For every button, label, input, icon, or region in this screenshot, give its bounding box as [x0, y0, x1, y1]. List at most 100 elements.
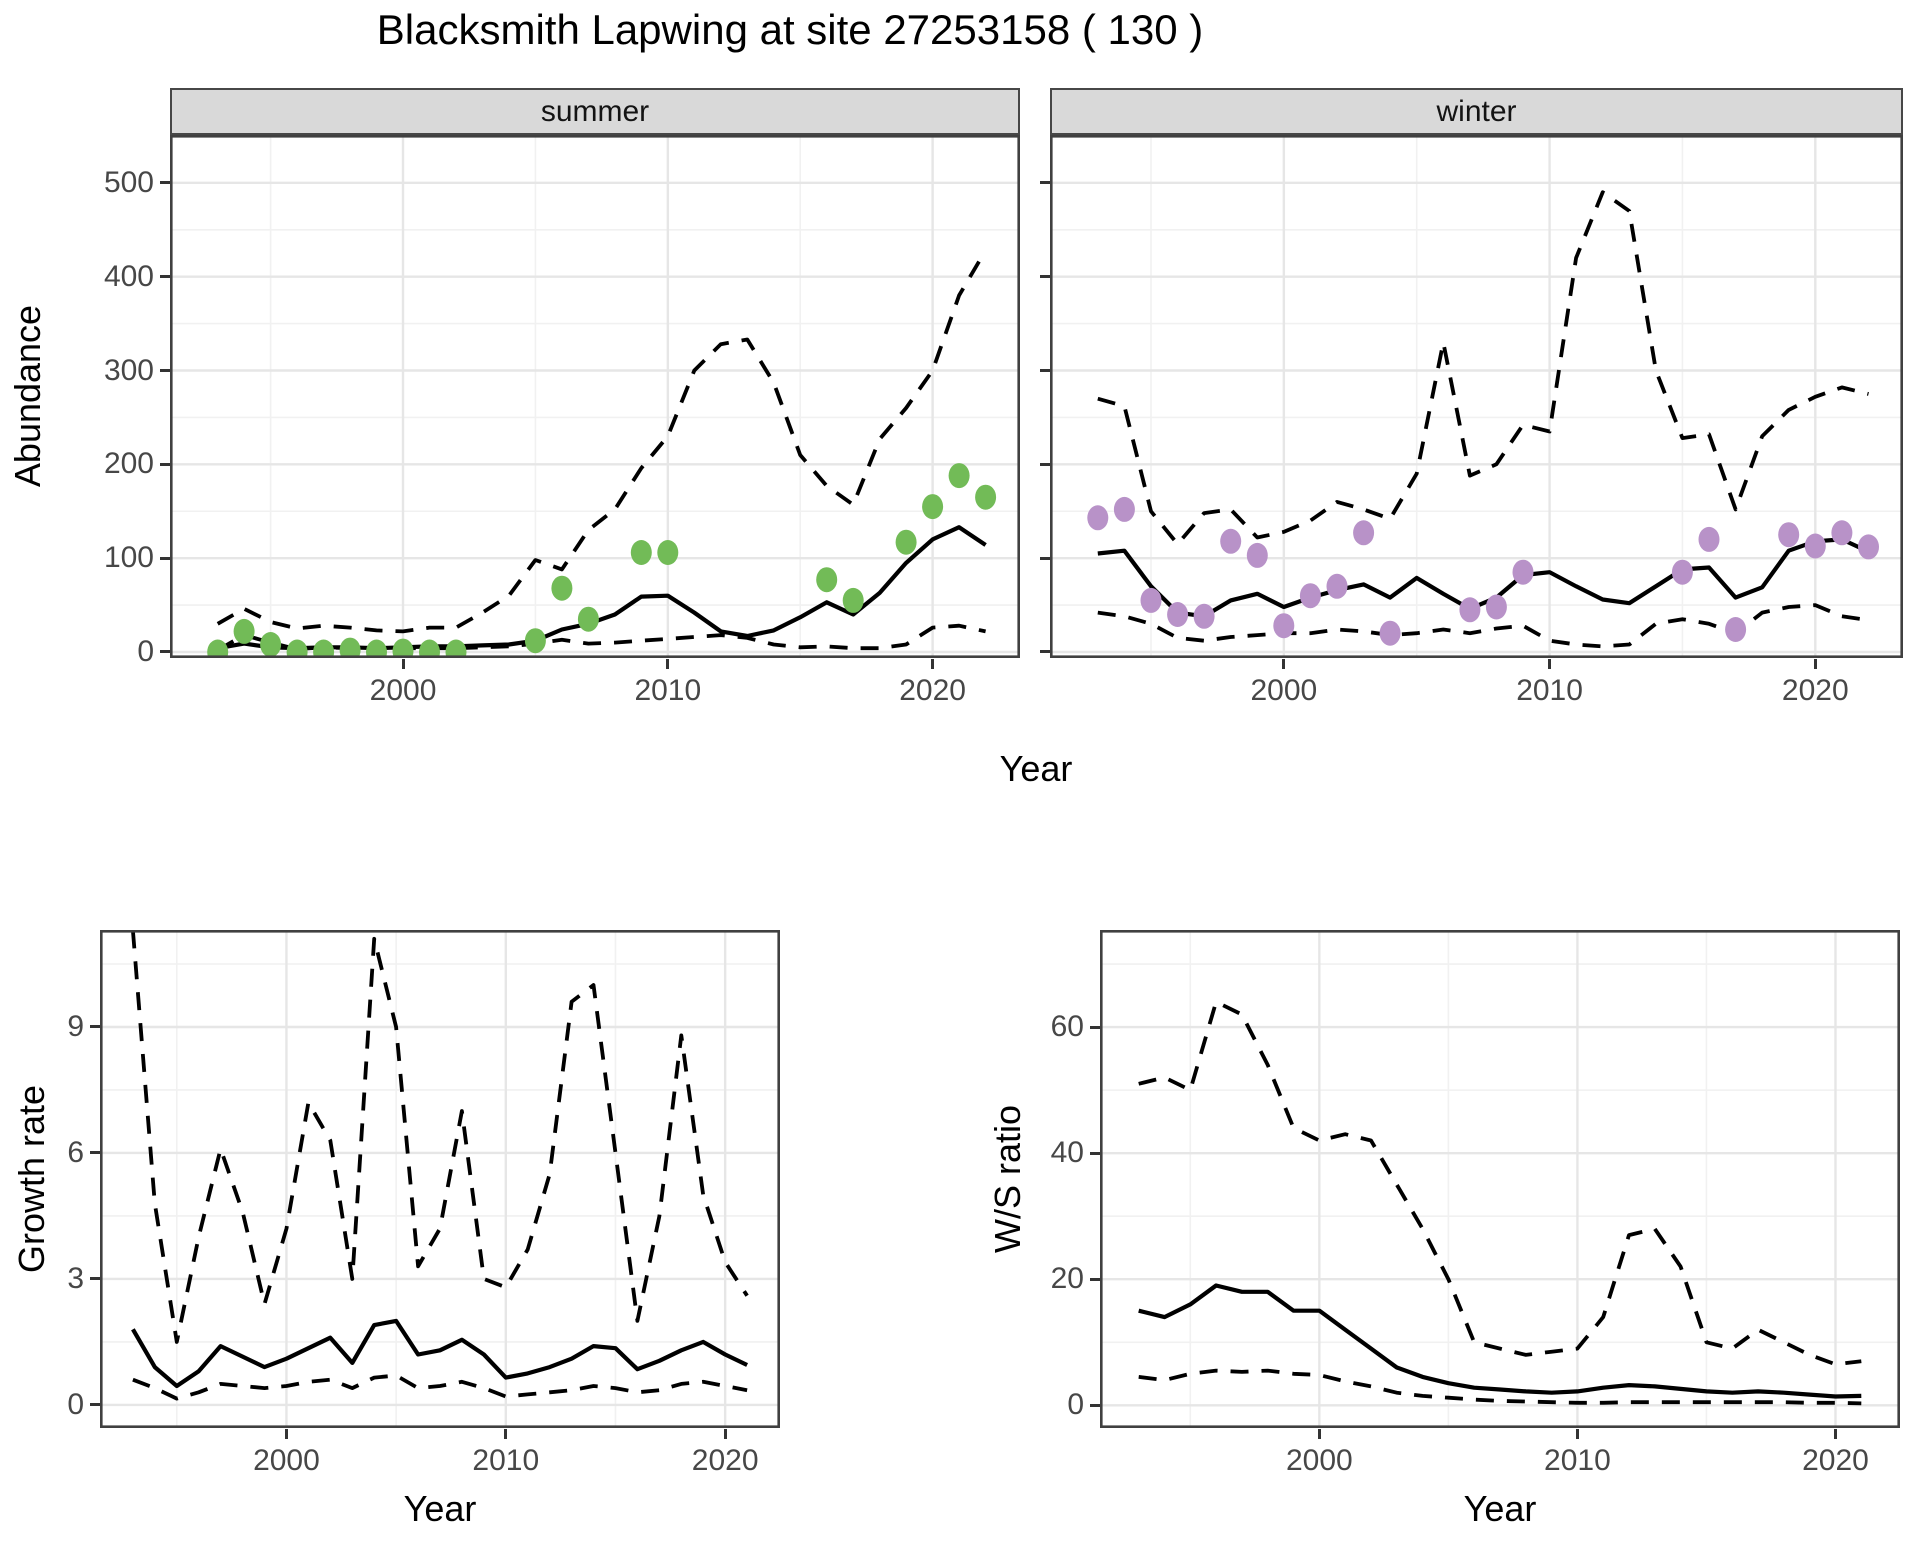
- axis-tick-label: 20: [1050, 1262, 1084, 1296]
- data-point: [1113, 496, 1135, 522]
- panel-growth-rate: [100, 930, 780, 1428]
- axis-tick-label: 2000: [1285, 1444, 1353, 1477]
- data-point: [1246, 542, 1268, 568]
- axis-tick-label: 400: [103, 259, 154, 293]
- data-point: [1193, 603, 1215, 629]
- median-line: [217, 525, 987, 651]
- upper-ci-line: [1138, 1000, 1862, 1367]
- axis-tick-label: 2020: [691, 1444, 759, 1477]
- data-point: [1698, 526, 1720, 552]
- axis-tick-label: 60: [1050, 1010, 1084, 1044]
- axis-tick: [401, 659, 405, 669]
- data-point: [1299, 583, 1321, 609]
- axis-tick: [504, 1429, 508, 1439]
- lower-ci-line: [1138, 1368, 1862, 1406]
- data-point: [948, 463, 970, 489]
- panel-border: [100, 930, 780, 1428]
- data-point: [577, 606, 599, 632]
- data-point: [233, 618, 255, 644]
- axis-tick: [160, 650, 170, 654]
- lower-ci-line: [132, 1373, 748, 1401]
- axis-tick-label: 2000: [369, 674, 437, 707]
- data-point: [816, 567, 838, 593]
- panel-abundance-summer: [170, 135, 1020, 658]
- data-point: [366, 639, 387, 658]
- data-point: [1220, 528, 1242, 554]
- data-point: [922, 494, 944, 520]
- data-point: [286, 639, 308, 658]
- data-point: [313, 639, 335, 658]
- data-point: [419, 639, 440, 658]
- observed-points: [207, 463, 997, 658]
- panel-border: [1050, 135, 1903, 658]
- axis-tick-label: 2010: [472, 1444, 540, 1477]
- data-point: [445, 639, 467, 658]
- bottom-right-year-axis-label: Year: [1463, 1488, 1537, 1529]
- data-point: [1778, 522, 1800, 548]
- axis-tick: [1090, 1025, 1100, 1029]
- data-point: [1379, 620, 1401, 646]
- axis-tick-label: 2010: [634, 674, 702, 707]
- upper-ci-line: [216, 249, 988, 634]
- axis-tick: [1090, 1277, 1100, 1281]
- abundance-axis-label: Abundance: [7, 304, 48, 488]
- axis-tick: [1575, 1429, 1579, 1439]
- data-point: [842, 587, 864, 613]
- axis-tick: [160, 369, 170, 372]
- data-point: [657, 540, 679, 565]
- axis-tick: [1090, 1151, 1100, 1155]
- axis-tick-label: 3: [67, 1261, 84, 1295]
- panel-ws-ratio: [1100, 930, 1900, 1428]
- axis-tick: [1040, 462, 1050, 466]
- axis-tick: [90, 1151, 100, 1155]
- data-point: [260, 632, 282, 657]
- axis-tick: [723, 1429, 727, 1439]
- axis-tick: [1548, 659, 1552, 669]
- data-point: [1353, 520, 1375, 546]
- median-line: [1138, 1283, 1862, 1399]
- data-point: [1273, 613, 1295, 639]
- axis-tick: [1040, 181, 1050, 185]
- data-point: [339, 637, 361, 658]
- data-point: [524, 628, 546, 654]
- facet-strip-winter: winter: [1050, 88, 1903, 135]
- axis-tick: [1040, 275, 1050, 279]
- axis-tick: [1040, 650, 1050, 654]
- data-point: [895, 529, 917, 555]
- observed-points: [1087, 496, 1879, 646]
- axis-tick-label: 2000: [1250, 674, 1318, 707]
- data-point: [1804, 533, 1826, 559]
- median-line: [1097, 537, 1870, 619]
- axis-tick: [1282, 659, 1286, 669]
- data-point: [1858, 534, 1879, 560]
- axis-tick-label: 0: [67, 1387, 84, 1421]
- plot-title: Blacksmith Lapwing at site 27253158 ( 13…: [376, 6, 1204, 53]
- axis-tick: [160, 462, 170, 466]
- axis-tick: [1317, 1429, 1321, 1439]
- axis-tick: [90, 1277, 100, 1281]
- data-point: [1725, 617, 1747, 642]
- top-year-axis-label: Year: [999, 748, 1073, 789]
- facet-strip-winter-label: winter: [1436, 94, 1517, 128]
- axis-tick: [160, 181, 170, 185]
- axis-tick-label: 2020: [1781, 674, 1849, 707]
- axis-tick: [90, 1403, 100, 1407]
- axis-tick-label: 9: [67, 1009, 84, 1043]
- data-point: [975, 484, 997, 510]
- data-point: [392, 638, 414, 658]
- axis-tick: [284, 1429, 288, 1439]
- data-point: [1459, 597, 1481, 623]
- data-point: [551, 575, 573, 601]
- axis-tick-label: 0: [137, 634, 154, 668]
- panel-border: [170, 135, 1020, 658]
- axis-tick-label: 2010: [1516, 674, 1583, 707]
- data-point: [1512, 559, 1534, 585]
- data-point: [1140, 587, 1162, 613]
- axis-tick: [160, 275, 170, 279]
- axis-tick-label: 300: [103, 353, 154, 387]
- axis-tick: [1040, 369, 1050, 372]
- upper-ci-line: [1097, 190, 1869, 547]
- data-point: [1167, 602, 1189, 627]
- data-point: [1671, 559, 1693, 585]
